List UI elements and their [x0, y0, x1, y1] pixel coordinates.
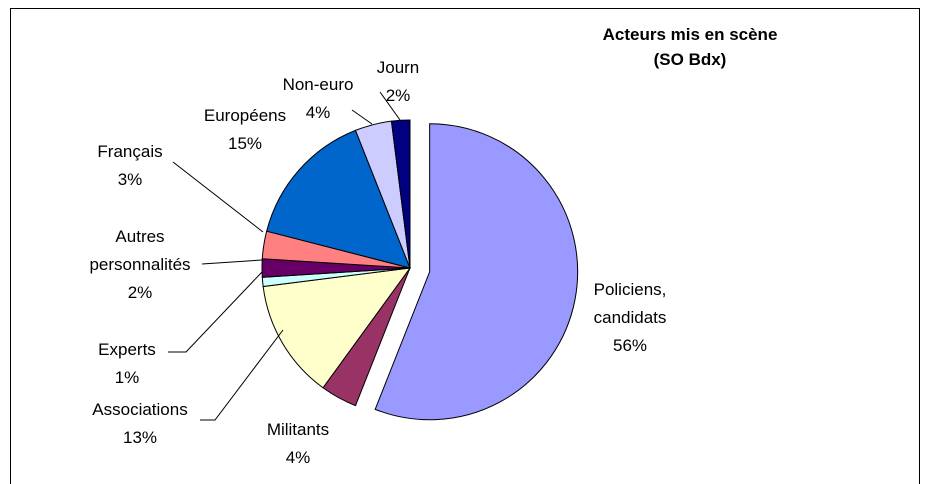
pie-slice [262, 267, 412, 389]
leader-line [172, 161, 264, 233]
pie-slice [390, 119, 411, 269]
category-label: Européens [203, 106, 287, 125]
value-label: 13% [122, 428, 158, 447]
pie-slice [374, 123, 579, 421]
value-label: 2% [385, 86, 411, 105]
leader-line [168, 271, 263, 353]
category-label: Autres personnalités [89, 227, 191, 274]
value-label: 3% [117, 170, 143, 189]
slice-label: Associations 13% [80, 396, 200, 452]
chart-title: Acteurs mis en scène (SO Bdx) [560, 22, 820, 72]
leader-line [201, 259, 263, 265]
slice-label: Français 3% [85, 138, 175, 194]
slice-label: Européens 15% [190, 102, 300, 158]
slice-label: Autres personnalités 2% [78, 223, 203, 307]
value-label: 56% [612, 336, 648, 355]
category-label: Militants [266, 420, 330, 439]
pie-slice [266, 129, 411, 269]
slice-label: Policiens, candidats 56% [575, 276, 685, 360]
slice-label: Journ 2% [363, 54, 433, 110]
value-label: 4% [305, 103, 331, 122]
leader-line [200, 329, 284, 421]
value-label: 15% [227, 134, 263, 153]
slice-label: Non-euro 4% [273, 71, 363, 127]
value-label: 2% [127, 283, 153, 302]
leader-line [379, 91, 401, 121]
slice-label: Militants 4% [253, 416, 343, 472]
value-label: 4% [285, 448, 311, 467]
value-label: 1% [114, 368, 140, 387]
category-label: Non-euro [282, 75, 354, 94]
title-line: Acteurs mis en scène [602, 25, 778, 44]
category-label: Français [97, 142, 163, 161]
category-label: Policiens, candidats [593, 280, 667, 327]
category-label: Associations [92, 400, 188, 419]
category-label: Journ [376, 58, 420, 77]
leader-line [351, 109, 373, 125]
slice-label: Experts 1% [82, 336, 172, 392]
title-line: (SO Bdx) [653, 50, 727, 69]
category-label: Experts [98, 340, 156, 359]
